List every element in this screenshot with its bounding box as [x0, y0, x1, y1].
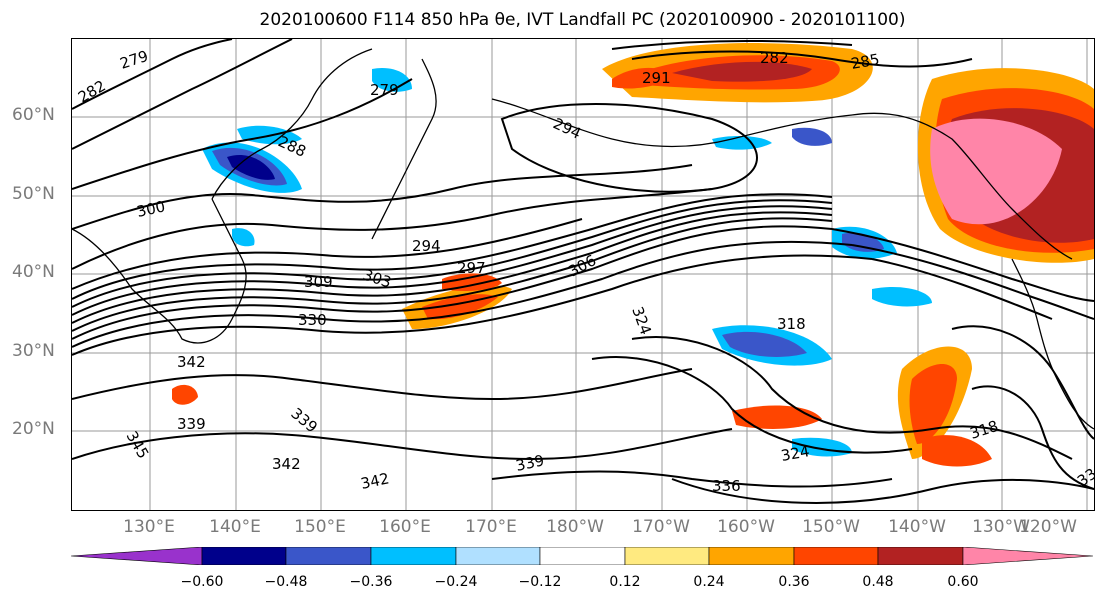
- contour-label: 279: [370, 81, 399, 99]
- lon-label: 170°W: [632, 517, 690, 537]
- contour-label: 342: [272, 455, 301, 473]
- lon-label: 150°W: [802, 517, 860, 537]
- contour-label: 291: [642, 69, 671, 87]
- colorbar-bin: [201, 547, 287, 565]
- colorbar-bin: [539, 547, 626, 565]
- colorbar-tick: 0.24: [693, 574, 725, 590]
- contour-label: 288: [275, 132, 309, 160]
- colorbar-bin: [285, 547, 372, 565]
- colorbar-tick: −0.48: [264, 574, 308, 590]
- map-panel: 279 282 288 300 294 297 309 303 306 330 …: [71, 38, 1095, 511]
- colorbar-bin: [455, 547, 541, 565]
- contour-label: 342: [359, 469, 391, 493]
- lat-label: 20°N: [12, 419, 55, 439]
- lon-label: 170°E: [465, 517, 517, 537]
- contour-label: 294: [550, 114, 584, 142]
- contour-label: 279: [118, 47, 151, 73]
- colorbar-bin: [708, 547, 795, 565]
- lon-label: 180°W: [546, 517, 604, 537]
- contour-label: 339: [177, 415, 206, 433]
- colorbar-tick: 0.36: [778, 574, 810, 590]
- colorbar-bin: [962, 547, 1093, 565]
- contour-label: 306: [565, 251, 599, 280]
- contour-label: 309: [304, 273, 333, 291]
- colorbar-bin: [793, 547, 879, 565]
- colorbar-tick: 0.60: [947, 574, 979, 590]
- lat-label: 30°N: [12, 341, 55, 361]
- lat-label: 40°N: [12, 262, 55, 282]
- lat-label: 60°N: [12, 105, 55, 125]
- contour-label: 294: [412, 237, 441, 255]
- contour-label: 339: [287, 404, 321, 436]
- colorbar-tick: −0.36: [349, 574, 393, 590]
- colorbar-tick: 0.48: [862, 574, 894, 590]
- contour-label: 324: [628, 304, 655, 337]
- coastlines: [72, 48, 1094, 430]
- contour-label: 282: [75, 77, 109, 107]
- lon-label: 130°E: [123, 517, 175, 537]
- colorbar-tick: −0.24: [434, 574, 478, 590]
- lon-label: 140°W: [888, 517, 946, 537]
- lon-label: 140°E: [209, 517, 261, 537]
- contour-label: 336: [712, 477, 741, 495]
- map-canvas: 279 282 288 300 294 297 309 303 306 330 …: [72, 39, 1094, 510]
- colorbar-bin: [370, 547, 457, 565]
- lon-label: 160°E: [379, 517, 431, 537]
- lon-label: 120°W: [1019, 517, 1077, 537]
- contour-label: 318: [968, 417, 1001, 443]
- figure-title: 2020100600 F114 850 hPa θe, IVT Landfall…: [259, 10, 906, 30]
- contour-label: 342: [177, 353, 206, 371]
- lon-label: 150°E: [294, 517, 346, 537]
- colorbar-bin: [624, 547, 710, 565]
- colorbar-bin: [877, 547, 964, 565]
- contour-label: 330: [298, 311, 327, 329]
- colorbar-segments: [71, 547, 1093, 565]
- shaded-pc-field: [172, 43, 1094, 467]
- colorbar-bin: [71, 547, 203, 565]
- colorbar-tick: −0.12: [518, 574, 562, 590]
- colorbar-tick: 0.12: [609, 574, 641, 590]
- lat-label: 50°N: [12, 184, 55, 204]
- contour-label: 318: [777, 315, 806, 333]
- contour-label: 300: [135, 197, 167, 221]
- colorbar-tick: −0.60: [180, 574, 224, 590]
- colorbar: [71, 547, 1093, 565]
- lon-label: 160°W: [717, 517, 775, 537]
- contour-label: 297: [457, 259, 486, 277]
- theta-e-contours: [72, 39, 1094, 504]
- lon-label: 130°W: [972, 517, 1030, 537]
- contour-label: 285: [850, 50, 881, 73]
- contour-label: 282: [760, 49, 789, 67]
- contour-label: 324: [780, 442, 811, 465]
- contour-label: 339: [514, 451, 546, 475]
